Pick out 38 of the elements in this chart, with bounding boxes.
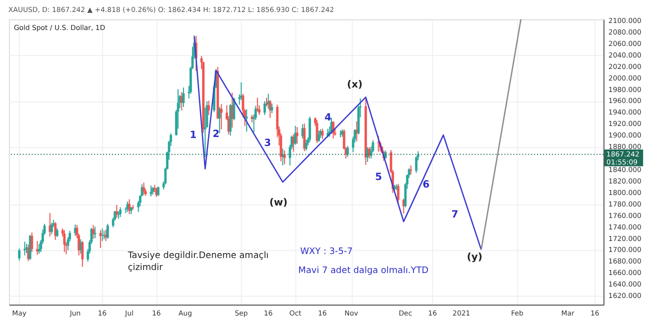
candlestick xyxy=(410,164,412,176)
annotation: WXY : 3-5-7 xyxy=(300,247,353,258)
candlestick xyxy=(305,139,308,152)
annotation: 6 xyxy=(422,180,430,191)
candlestick xyxy=(264,100,266,116)
candlestick xyxy=(101,228,104,242)
candlestick xyxy=(18,248,20,262)
candlestick xyxy=(63,230,66,252)
annotation: 5 xyxy=(375,172,382,183)
annotation: (x) xyxy=(347,80,362,91)
candlestick xyxy=(397,183,400,204)
candlestick xyxy=(296,126,298,144)
candlestick xyxy=(119,206,122,218)
candlestick xyxy=(346,145,349,158)
candlestick xyxy=(24,241,26,256)
annotation: (y) xyxy=(466,252,482,264)
candlestick xyxy=(142,182,145,196)
annotation: 7 xyxy=(451,209,458,220)
candlestick xyxy=(308,116,311,142)
candlestick xyxy=(303,123,306,152)
candlestick xyxy=(92,224,94,240)
candlestick xyxy=(157,186,160,196)
annotation: (w) xyxy=(269,198,288,209)
candlestick xyxy=(36,240,39,256)
candlestick xyxy=(106,223,109,240)
annotation: 3 xyxy=(264,138,272,150)
candlestick xyxy=(218,106,221,134)
annotation: 2 xyxy=(212,129,220,140)
candlestick xyxy=(94,226,96,239)
candlestick xyxy=(38,243,40,254)
annotation: Mavi 7 adet dalga olmalı.YTD xyxy=(298,266,429,276)
candlestick xyxy=(256,97,259,112)
candlestick xyxy=(208,100,210,116)
candlestick xyxy=(415,156,418,174)
annotation: Tavsiye degildir.Deneme amaçlı çizimdir xyxy=(126,251,269,273)
annotation: 4 xyxy=(324,112,332,124)
annotation: 1 xyxy=(190,130,197,142)
candlestick xyxy=(50,222,53,235)
